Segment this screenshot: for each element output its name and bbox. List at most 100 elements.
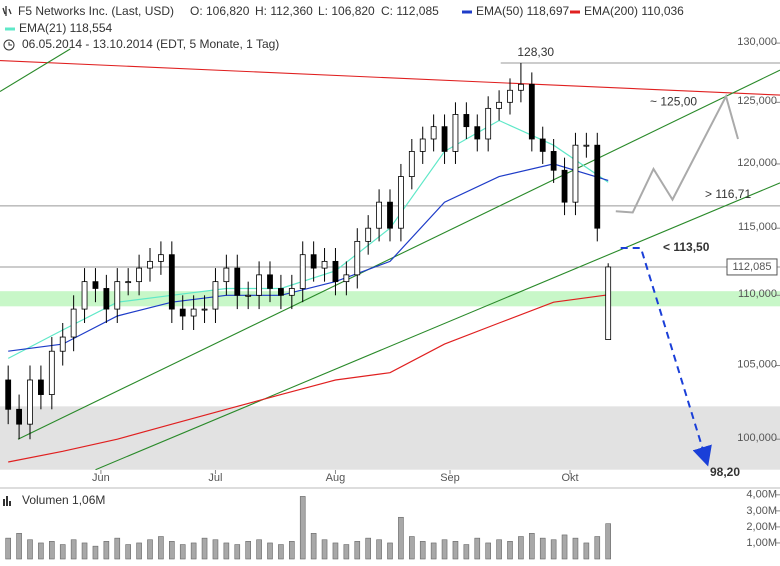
candle-body [71, 309, 76, 337]
candle-body [17, 409, 22, 424]
candle-body [311, 255, 316, 268]
candle-body [180, 309, 185, 316]
candle-body [191, 309, 196, 316]
candle-body [540, 139, 545, 151]
volume-bar [115, 538, 120, 559]
volume-bar [71, 540, 76, 559]
annotation: 98,20 [710, 465, 740, 479]
candle-body [300, 255, 305, 289]
volume-bar [333, 543, 338, 559]
volume-bar [377, 540, 382, 559]
level-label: > 116,71 [705, 187, 751, 201]
candle-body [60, 337, 65, 351]
volume-bar [38, 543, 43, 559]
x-tick-label: Okt [561, 472, 578, 484]
candle-body [431, 127, 436, 139]
y-tick-label: 120,000 [737, 157, 777, 169]
volume-bar [431, 543, 436, 559]
volume-bar [366, 538, 371, 559]
volume-bar [344, 545, 349, 559]
volume-bar [355, 541, 360, 559]
volume-bar [224, 543, 229, 559]
volume-bar [289, 541, 294, 559]
volume-bar [213, 540, 218, 559]
ohlc-high: H: 112,360 [255, 4, 313, 18]
candle-body [377, 202, 382, 228]
ohlc-low: L: 106,820 [318, 4, 375, 18]
level-label: 128,30 [517, 45, 554, 59]
last-price-label: 112,085 [733, 261, 772, 273]
legend-label: EMA(21) 118,554 [19, 21, 112, 35]
volume-bar [257, 540, 262, 559]
candle-body [235, 268, 240, 295]
legend-label: EMA(200) 110,036 [584, 4, 684, 18]
ema-line [8, 121, 608, 359]
period: 06.05.2014 - 13.10.2014 (EDT, 5 Monate, … [22, 37, 279, 51]
candle-body [475, 127, 480, 139]
volume-bar [300, 496, 305, 559]
volume-bar [486, 543, 491, 559]
volume-bar [606, 524, 611, 559]
candle-body [409, 151, 414, 176]
candle-body [38, 380, 43, 395]
candle-body [289, 288, 294, 295]
candle-body [508, 90, 513, 102]
candle-body [6, 380, 11, 409]
y-tick-label: 130,000 [737, 36, 777, 48]
candle-body [257, 275, 262, 295]
volume-bar [82, 543, 87, 559]
y-tick-label: 1,00M [746, 537, 777, 549]
candle-body [584, 145, 589, 146]
volume-bar [6, 538, 11, 559]
volume-icon [4, 496, 10, 506]
candle-body [388, 202, 393, 228]
volume-bar [191, 543, 196, 559]
volume-bar [268, 543, 273, 559]
candle-body [202, 309, 207, 310]
volume-bar [573, 538, 578, 559]
candle-body [464, 114, 469, 126]
x-tick-label: Aug [326, 472, 346, 484]
candle-body [518, 84, 523, 90]
candle-body [551, 151, 556, 170]
ohlc-open: O: 106,820 [190, 4, 250, 18]
volume-bar [398, 517, 403, 559]
candle-body [333, 261, 338, 281]
candle-body [268, 275, 273, 289]
trend-line [0, 49, 70, 92]
y-tick-label: 2,00M [746, 521, 777, 533]
candle-body [169, 255, 174, 309]
candle-body [573, 145, 578, 202]
candle-body [278, 288, 283, 295]
candle-body [366, 228, 371, 241]
candle-body [606, 267, 611, 340]
y-tick-label: 3,00M [746, 505, 777, 517]
legend-label: EMA(50) 118,697 [476, 4, 569, 18]
volume-bar [529, 533, 534, 559]
y-tick-label: 4,00M [746, 489, 777, 501]
candle-body [148, 261, 153, 268]
volume-bar [497, 540, 502, 559]
volume-bar [388, 543, 393, 559]
candle-body [213, 282, 218, 309]
candle-body [137, 268, 142, 282]
chart-icon [3, 6, 11, 16]
volume-bar [235, 545, 240, 559]
annotation: < 113,50 [663, 240, 710, 254]
candle-body [344, 275, 349, 282]
volume-bar [322, 540, 327, 559]
volume-bar [60, 545, 65, 559]
candle-body [562, 170, 567, 202]
y-tick-label: 110,000 [738, 288, 777, 300]
candle-body [442, 127, 447, 152]
volume-bar [540, 538, 545, 559]
candle-body [398, 177, 403, 229]
candle-body [497, 102, 502, 108]
plot-area [0, 49, 780, 470]
x-tick-label: Sep [440, 472, 460, 484]
volume-bar [562, 535, 567, 559]
volume-bar [518, 537, 523, 559]
y-tick-label: 125,000 [737, 95, 777, 107]
